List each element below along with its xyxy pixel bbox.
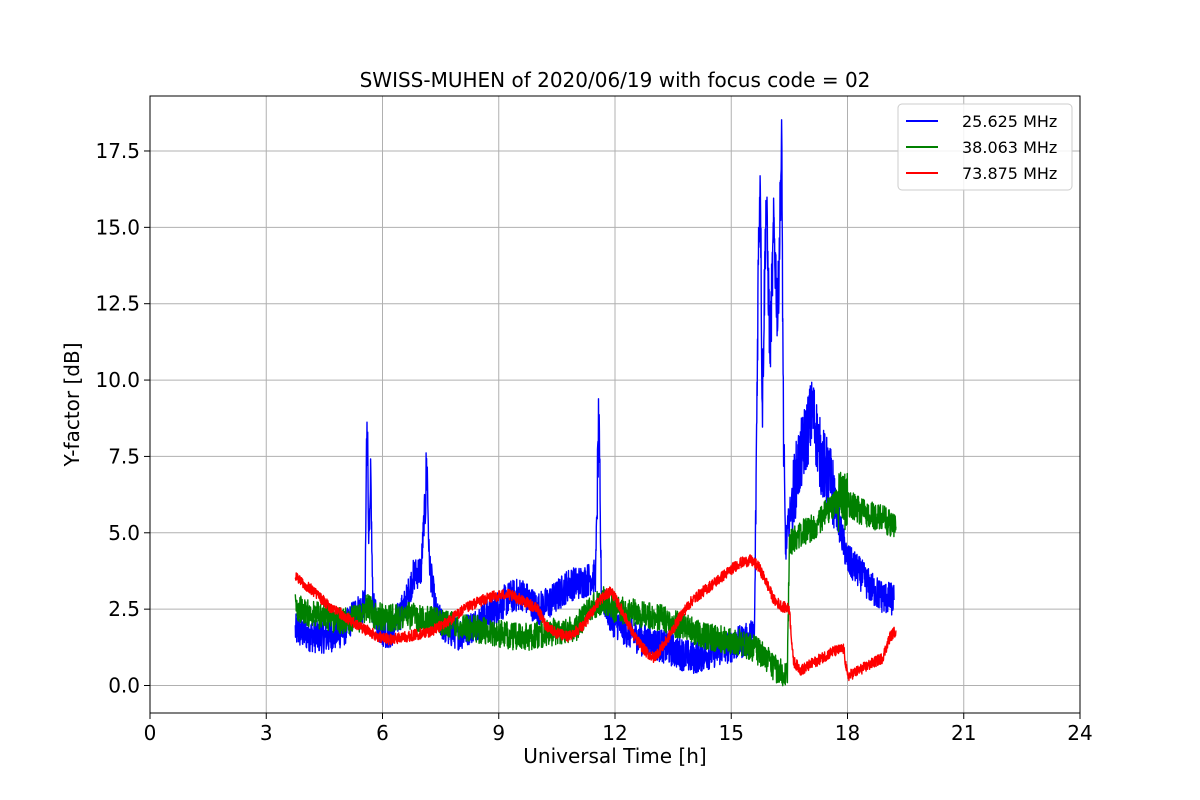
chart-title: SWISS-MUHEN of 2020/06/19 with focus cod… [360, 68, 871, 92]
x-tick-label: 24 [1067, 721, 1092, 745]
x-tick-label: 6 [376, 721, 389, 745]
y-tick-label: 7.5 [108, 444, 140, 468]
x-tick-label: 3 [260, 721, 273, 745]
x-tick-label: 9 [492, 721, 505, 745]
series-line-3 [294, 554, 897, 682]
y-tick-label: 10.0 [95, 368, 140, 392]
y-tick-label: 17.5 [95, 139, 140, 163]
y-tick-label: 12.5 [95, 292, 140, 316]
y-tick-label: 2.5 [108, 597, 140, 621]
x-tick-label: 12 [602, 721, 627, 745]
legend-label: 25.625 MHz [962, 112, 1057, 131]
legend-box [897, 103, 1073, 191]
y-axis-label: Y-factor [dB] [60, 342, 84, 467]
y-tick-label: 5.0 [108, 521, 140, 545]
axis-ticks: 0 3 6 9 12 15 18 21 24 0.0 2.5 5.0 7.5 10.0 12.5 15.0 17… [95, 139, 1092, 745]
x-tick-label: 0 [144, 721, 157, 745]
series-lines [294, 119, 897, 687]
y-tick-label: 15.0 [95, 215, 140, 239]
legend-label: 38.063 MHz [962, 138, 1057, 157]
series-line-2 [294, 471, 897, 687]
y-tick-label: 0.0 [108, 674, 140, 698]
x-tick-label: 21 [951, 721, 976, 745]
legend: 25.625 MHz 38.063 MHz 73.875 MHz [897, 103, 1073, 191]
x-tick-label: 18 [835, 721, 860, 745]
x-axis-label: Universal Time [h] [523, 744, 706, 768]
x-tick-label: 15 [719, 721, 744, 745]
legend-label: 73.875 MHz [962, 164, 1057, 183]
